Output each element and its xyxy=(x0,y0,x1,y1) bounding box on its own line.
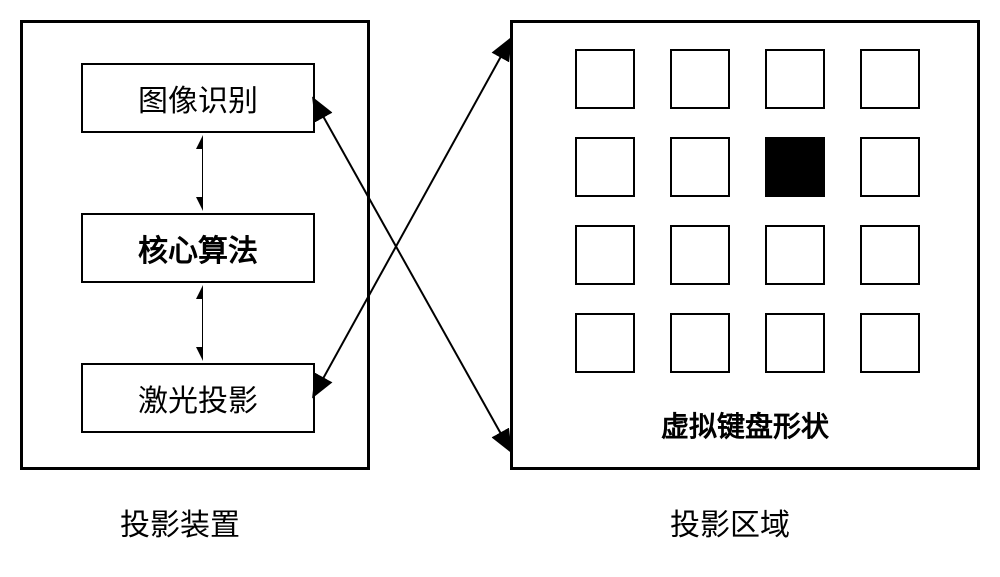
keyboard-key xyxy=(765,313,825,373)
keyboard-key xyxy=(670,137,730,197)
keyboard-key xyxy=(575,137,635,197)
virtual-keyboard-grid xyxy=(575,49,921,379)
keyboard-key xyxy=(860,137,920,197)
module-core-algorithm: 核心算法 xyxy=(81,213,315,283)
keyboard-key xyxy=(670,49,730,109)
keyboard-key xyxy=(765,137,825,197)
module-label: 核心算法 xyxy=(138,226,258,270)
keyboard-key xyxy=(670,313,730,373)
keyboard-key xyxy=(860,49,920,109)
keyboard-key xyxy=(575,49,635,109)
arrow-vertical-1 xyxy=(193,135,203,211)
keyboard-key xyxy=(670,225,730,285)
module-label: 激光投影 xyxy=(138,376,258,420)
left-panel: 图像识别 核心算法 激光投影 xyxy=(20,20,370,470)
right-inner-caption: 虚拟键盘形状 xyxy=(513,405,977,445)
keyboard-key xyxy=(575,313,635,373)
left-bottom-caption: 投影装置 xyxy=(120,500,240,544)
keyboard-key xyxy=(575,225,635,285)
keyboard-key xyxy=(860,225,920,285)
right-panel: 虚拟键盘形状 xyxy=(510,20,980,470)
right-bottom-caption: 投影区域 xyxy=(670,500,790,544)
keyboard-key xyxy=(765,49,825,109)
module-laser-projection: 激光投影 xyxy=(81,363,315,433)
module-label: 图像识别 xyxy=(138,76,258,120)
arrow-vertical-2 xyxy=(193,285,203,361)
module-image-recognition: 图像识别 xyxy=(81,63,315,133)
diagram-container: 图像识别 核心算法 激光投影 虚拟键盘形状 xyxy=(20,20,980,560)
keyboard-key xyxy=(860,313,920,373)
keyboard-key xyxy=(765,225,825,285)
